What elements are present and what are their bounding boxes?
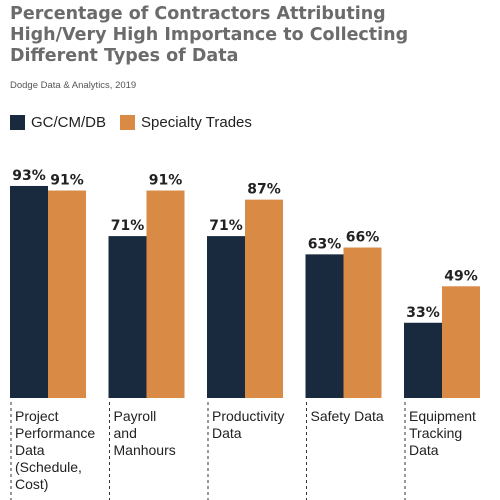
data-label-gc-0: 93%	[12, 168, 46, 184]
chart-title-line-1: Percentage of Contractors Attributing	[10, 4, 386, 24]
bar-specialty-2	[245, 199, 283, 398]
chart-title-line-2: High/Very High Importance to Collecting	[10, 25, 409, 45]
legend-item-specialty: Specialty Trades	[120, 114, 252, 131]
data-label-specialty-4: 49%	[444, 268, 478, 284]
data-label-specialty-2: 87%	[247, 182, 281, 198]
legend-label-specialty: Specialty Trades	[141, 114, 252, 131]
bar-specialty-1	[146, 190, 185, 398]
data-label-specialty-0: 91%	[50, 173, 84, 189]
legend-swatch-specialty	[120, 115, 135, 130]
data-label-gc-2: 71%	[209, 218, 243, 234]
bar-gc-2	[207, 236, 245, 398]
category-label-0: Project Performance Data (Schedule, Cost…	[15, 408, 96, 492]
data-label-gc-1: 71%	[111, 218, 145, 234]
legend-swatch-gc	[10, 115, 25, 130]
legend-label-gc: GC/CM/DB	[31, 114, 106, 131]
bar-gc-4	[404, 322, 442, 398]
source-note: Dodge Data & Analytics, 2019	[10, 80, 137, 91]
legend: GC/CM/DB Specialty Trades	[10, 114, 266, 131]
category-label-4: Equipment Tracking Data	[409, 408, 476, 458]
category-label-2: Productivity Data	[212, 408, 285, 441]
data-label-specialty-1: 91%	[149, 173, 183, 189]
chart-title-line-3: Different Types of Data	[10, 46, 239, 66]
bar-gc-3	[305, 254, 344, 398]
data-label-gc-4: 33%	[406, 305, 440, 321]
bar-specialty-3	[343, 247, 382, 398]
data-label-specialty-3: 66%	[346, 230, 380, 246]
chart-title: Percentage of Contractors Attributing Hi…	[10, 4, 490, 67]
bar-specialty-4	[442, 286, 480, 398]
legend-item-gc: GC/CM/DB	[10, 114, 106, 131]
category-label-3: Safety Data	[310, 408, 384, 424]
bar-gc-1	[108, 236, 147, 398]
bar-specialty-0	[48, 190, 86, 398]
category-label-1: Payroll and Manhours	[113, 408, 176, 458]
data-label-gc-3: 63%	[308, 236, 342, 252]
bar-gc-0	[10, 185, 48, 398]
